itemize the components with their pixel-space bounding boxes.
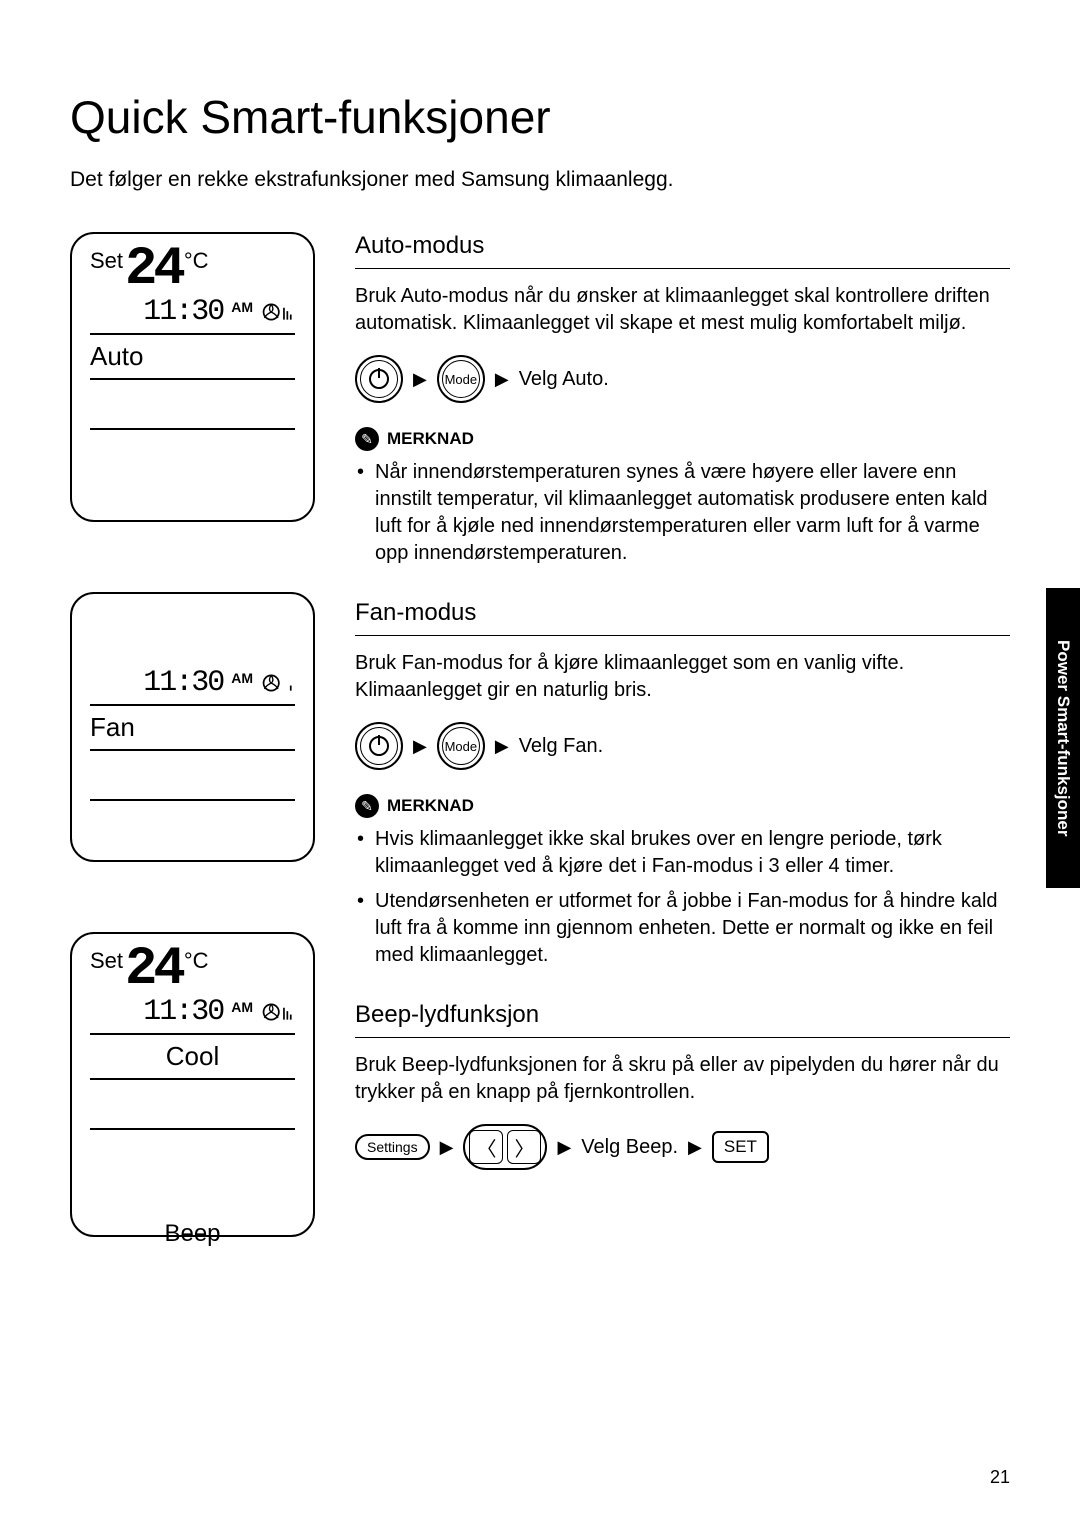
left-column: Set 24 °C 11:30 AM Auto 11:30 AM Fan xyxy=(70,232,315,1307)
arrow-icon: ▶ xyxy=(495,736,509,757)
mode-label: Auto xyxy=(90,337,295,380)
time-value: 11:30 xyxy=(143,295,223,329)
set-label: Set xyxy=(90,248,123,274)
temperature-value: 24 xyxy=(125,246,182,295)
step-text: Velg Auto. xyxy=(519,368,609,391)
settings-button: Settings xyxy=(355,1134,430,1160)
time-value: 11:30 xyxy=(143,995,223,1029)
note-icon: ✎ xyxy=(355,794,379,818)
note-title: MERKNAD xyxy=(387,796,474,816)
time-value: 11:30 xyxy=(143,666,223,700)
note-item: Når innendørstemperaturen synes å være h… xyxy=(375,459,1010,567)
temperature-unit: °C xyxy=(184,948,209,974)
set-label: Set xyxy=(90,948,123,974)
blank-line xyxy=(90,751,295,801)
display-panel-auto: Set 24 °C 11:30 AM Auto xyxy=(70,232,315,522)
step-row-beep: Settings ▶ 〈 〉 ▶ Velg Beep. ▶ SET xyxy=(355,1124,1010,1170)
power-button xyxy=(355,355,403,403)
step-row-auto: ▶ Mode ▶ Velg Auto. xyxy=(355,355,1010,403)
display-time-row: 11:30 AM xyxy=(90,666,295,706)
section-body-auto: Bruk Auto-modus når du ønsker at klimaan… xyxy=(355,283,1010,337)
display-time-row: 11:30 AM xyxy=(90,995,295,1035)
time-ampm: AM xyxy=(231,299,253,315)
display-panel-beep: Set 24 °C 11:30 AM Cool Beep xyxy=(70,932,315,1237)
content-area: Set 24 °C 11:30 AM Auto 11:30 AM Fan xyxy=(70,232,1010,1307)
beep-label: Beep xyxy=(90,1220,295,1248)
arrow-icon: ▶ xyxy=(413,736,427,757)
blank-line xyxy=(90,1080,295,1130)
right-column: Auto-modus Bruk Auto-modus når du ønsker… xyxy=(355,232,1010,1307)
note-header: ✎ MERKNAD xyxy=(355,794,1010,818)
arrow-icon: ▶ xyxy=(440,1137,454,1158)
step-row-fan: ▶ Mode ▶ Velg Fan. xyxy=(355,722,1010,770)
display-time-row: 11:30 AM xyxy=(90,295,295,335)
power-icon xyxy=(369,369,389,389)
note-item: Utendørsenheten er utformet for å jobbe … xyxy=(375,888,1010,969)
note-item: Hvis klimaanlegget ikke skal brukes over… xyxy=(375,826,1010,880)
time-ampm: AM xyxy=(231,999,253,1015)
arrow-icon: ▶ xyxy=(413,369,427,390)
display-temp-row: Set 24 °C xyxy=(90,246,295,295)
section-body-fan: Bruk Fan-modus for å kjøre klimaanlegget… xyxy=(355,650,1010,704)
power-icon xyxy=(369,736,389,756)
side-tab: Power Smart-funksjoner xyxy=(1046,588,1080,888)
page-number: 21 xyxy=(990,1467,1010,1488)
nav-group: 〈 〉 xyxy=(463,1124,547,1170)
note-icon: ✎ xyxy=(355,427,379,451)
set-button: SET xyxy=(712,1131,769,1163)
section-title-fan: Fan-modus xyxy=(355,599,1010,636)
intro-text: Det følger en rekke ekstrafunksjoner med… xyxy=(70,168,1010,192)
power-button xyxy=(355,722,403,770)
display-temp-row: Set 24 °C xyxy=(90,946,295,995)
step-text: Velg Fan. xyxy=(519,735,604,758)
mode-label: Cool xyxy=(90,1037,295,1080)
arrow-icon: ▶ xyxy=(495,369,509,390)
fan-icon xyxy=(261,669,295,697)
time-ampm: AM xyxy=(231,670,253,686)
note-title: MERKNAD xyxy=(387,429,474,449)
note-list-fan: Hvis klimaanlegget ikke skal brukes over… xyxy=(355,826,1010,969)
fan-icon xyxy=(261,998,295,1026)
temperature-value: 24 xyxy=(125,946,182,995)
temperature-unit: °C xyxy=(184,248,209,274)
arrow-icon: ▶ xyxy=(688,1137,702,1158)
section-title-auto: Auto-modus xyxy=(355,232,1010,269)
mode-button: Mode xyxy=(437,722,485,770)
mode-button-label: Mode xyxy=(445,372,478,387)
step-text: Velg Beep. xyxy=(581,1136,678,1159)
note-header: ✎ MERKNAD xyxy=(355,427,1010,451)
nav-left-button: 〈 xyxy=(469,1130,503,1164)
page-title: Quick Smart-funksjoner xyxy=(70,90,1010,144)
fan-icon xyxy=(261,298,295,326)
section-body-beep: Bruk Beep-lydfunksjonen for å skru på el… xyxy=(355,1052,1010,1106)
arrow-icon: ▶ xyxy=(557,1137,571,1158)
blank-line xyxy=(90,380,295,430)
mode-button: Mode xyxy=(437,355,485,403)
side-tab-text: Power Smart-funksjoner xyxy=(1053,640,1073,837)
section-title-beep: Beep-lydfunksjon xyxy=(355,1001,1010,1038)
mode-button-label: Mode xyxy=(445,739,478,754)
mode-label: Fan xyxy=(90,708,295,751)
nav-right-button: 〉 xyxy=(507,1130,541,1164)
display-panel-fan: 11:30 AM Fan xyxy=(70,592,315,862)
note-list-auto: Når innendørstemperaturen synes å være h… xyxy=(355,459,1010,567)
